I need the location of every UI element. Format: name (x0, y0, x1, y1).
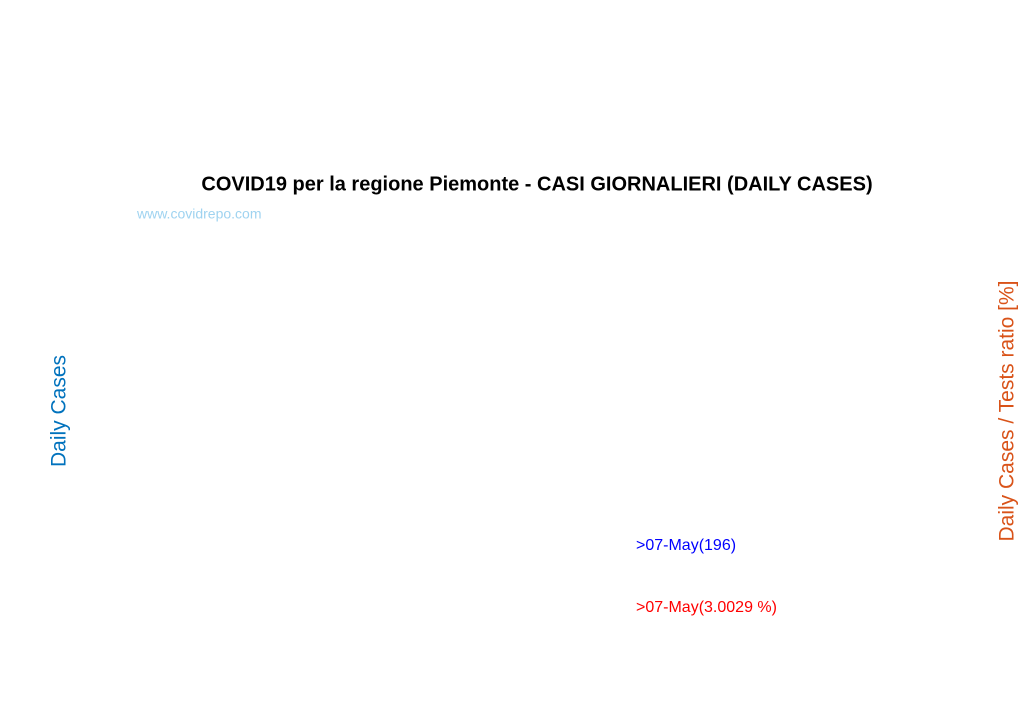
y2-axis-label: Daily Cases / Tests ratio [%] (996, 280, 1019, 541)
y-axis-label: Daily Cases (48, 355, 71, 467)
annotation: >07-May(196) (636, 537, 736, 554)
annotation: >07-May(3.0029 %) (636, 599, 777, 616)
watermark: www.covidrepo.com (136, 206, 262, 222)
chart-title: COVID19 per la regione Piemonte - CASI G… (201, 173, 872, 195)
